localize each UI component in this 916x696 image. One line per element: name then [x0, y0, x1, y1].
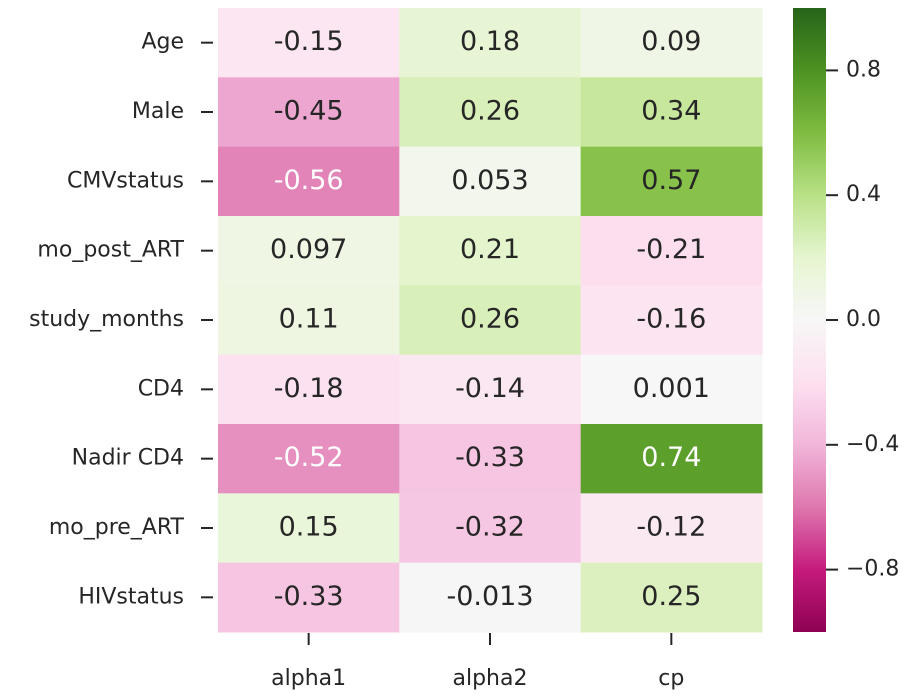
- cell-label: 0.26: [460, 96, 520, 127]
- cell-label: 0.11: [279, 304, 339, 335]
- heatmap-cell: [580, 424, 763, 494]
- heatmap-cell: [399, 8, 582, 78]
- cell-label: 0.09: [641, 26, 701, 57]
- heatmap-cell: [580, 216, 763, 286]
- heatmap-cell: [580, 562, 763, 633]
- heatmap-cell: [399, 146, 582, 217]
- cell-label: -0.18: [274, 373, 344, 404]
- cell-label: 0.15: [279, 512, 339, 543]
- cell-label: 0.26: [460, 304, 520, 335]
- cell-label: -0.32: [455, 512, 525, 543]
- cell-label: 0.001: [633, 373, 710, 404]
- cell-label: -0.16: [636, 304, 706, 335]
- heatmap-cell: [399, 562, 582, 633]
- y-tick-label: study_months: [29, 307, 184, 332]
- heatmap-cell: [580, 493, 763, 564]
- heatmap-cell: [218, 77, 400, 148]
- heatmap-cell: [399, 424, 582, 494]
- heatmap-cell: [580, 146, 763, 217]
- colorbar: [793, 8, 826, 632]
- colorbar-tick-label: 0.8: [846, 57, 881, 82]
- y-tick-label: Male: [132, 99, 184, 124]
- heatmap-cell: [218, 424, 400, 494]
- heatmap-cell: [399, 354, 582, 425]
- colorbar-tick-label: 0.4: [846, 182, 881, 207]
- cell-label: -0.45: [274, 96, 344, 127]
- cell-label: 0.74: [641, 442, 701, 473]
- cell-label: 0.21: [460, 234, 520, 265]
- heatmap-cell: [218, 354, 400, 425]
- y-tick-label: HIVstatus: [78, 584, 184, 609]
- heatmap-cell: [218, 216, 400, 286]
- heatmap-cell: [580, 354, 763, 425]
- heatmap-cell: [580, 285, 763, 356]
- x-tick-label: alpha1: [271, 666, 346, 691]
- y-tick-label: mo_pre_ART: [49, 515, 185, 540]
- y-tick-label: CMVstatus: [67, 168, 184, 193]
- heatmap-cell: [399, 493, 582, 564]
- heatmap-cell: [218, 285, 400, 356]
- cell-label: -0.21: [636, 234, 706, 265]
- heatmap-cell: [399, 285, 582, 356]
- cell-label: -0.013: [446, 581, 533, 612]
- colorbar-tick-label: 0.0: [846, 307, 881, 332]
- cell-label: -0.12: [636, 512, 706, 543]
- cell-label: -0.52: [274, 442, 344, 473]
- y-tick-label: mo_post_ART: [37, 238, 184, 263]
- y-tick-label: Nadir CD4: [72, 446, 184, 471]
- x-tick-label: cp: [658, 666, 684, 691]
- cell-label: -0.14: [455, 373, 525, 404]
- heatmap-cell: [580, 8, 763, 78]
- colorbar-tick-label: −0.8: [846, 557, 899, 582]
- cell-label: 0.34: [641, 96, 701, 127]
- cell-label: 0.053: [451, 165, 528, 196]
- cell-label: 0.097: [270, 234, 347, 265]
- heatmap-cell: [399, 216, 582, 286]
- colorbar-tick-label: −0.4: [846, 432, 899, 457]
- heatmap-cell: [218, 562, 400, 633]
- cell-label: 0.25: [641, 581, 701, 612]
- heatmap-cell: [399, 77, 582, 148]
- x-tick-label: alpha2: [453, 666, 528, 691]
- heatmap-cell: [218, 493, 400, 564]
- cell-label: 0.57: [641, 165, 701, 196]
- cell-label: -0.33: [455, 442, 525, 473]
- y-tick-label: Age: [141, 30, 184, 55]
- y-tick-label: CD4: [138, 376, 184, 401]
- heatmap-cell: [218, 8, 400, 78]
- cell-label: -0.15: [274, 26, 344, 57]
- cell-label: -0.56: [274, 165, 344, 196]
- heatmap-cell: [580, 77, 763, 148]
- cell-label: 0.18: [460, 26, 520, 57]
- heatmap-cell: [218, 146, 400, 217]
- cell-label: -0.33: [274, 581, 344, 612]
